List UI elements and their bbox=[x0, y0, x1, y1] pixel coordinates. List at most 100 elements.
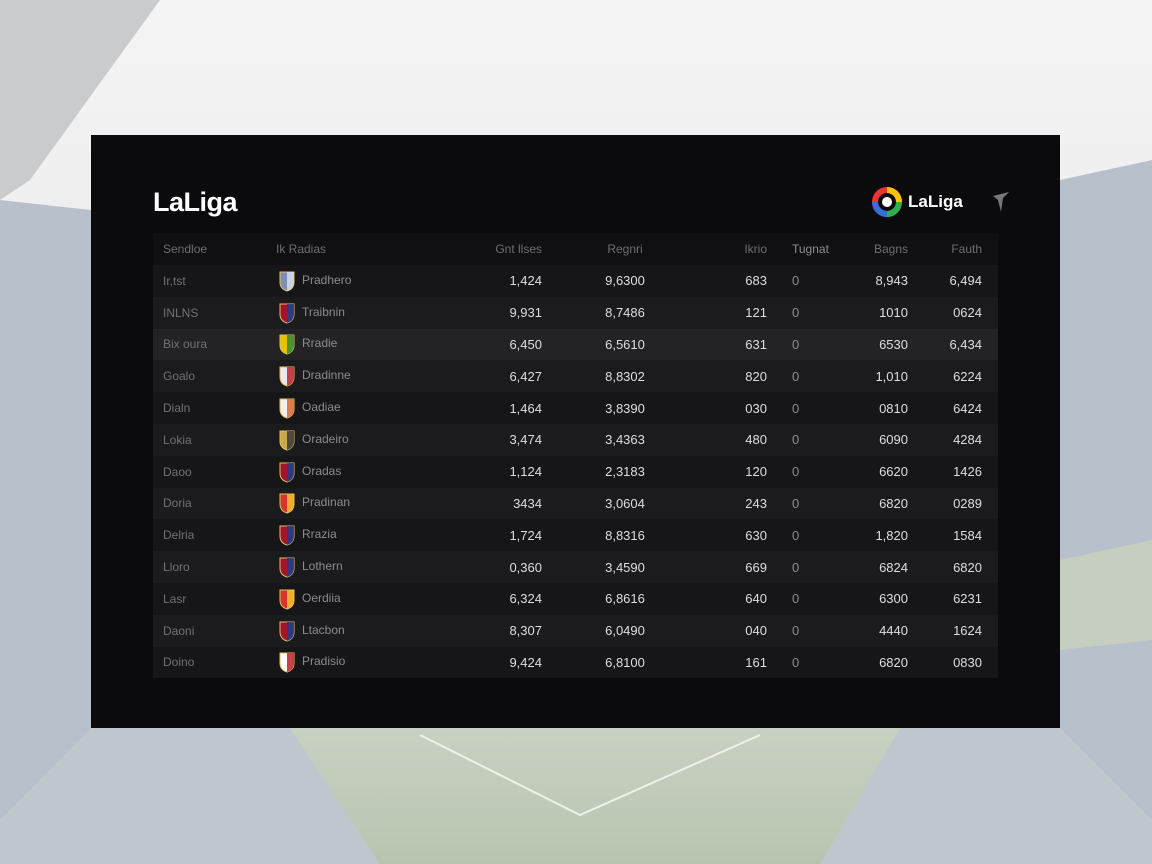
table-row[interactable]: Daoo Oradas 1,124 2,3183 120 0 6620 1426 bbox=[153, 455, 998, 488]
cell: Goalo bbox=[153, 360, 275, 392]
cell-text: Delria bbox=[163, 528, 195, 543]
cell-text: 0289 bbox=[953, 495, 982, 511]
cell-text: 1,010 bbox=[875, 368, 908, 384]
cell-text: 480 bbox=[745, 432, 767, 448]
cell-text: 8,8316 bbox=[605, 527, 645, 543]
cell-text: Oradeiro bbox=[302, 432, 349, 447]
table-row[interactable]: INLNS Traibnin 9,931 8,7486 121 0 1010 0624 bbox=[153, 296, 998, 329]
cell-text: 9,931 bbox=[509, 305, 542, 321]
standings-panel: LaLiga LaLiga Sendloe Ik Radias Gnt llses R… bbox=[91, 135, 1060, 728]
table-row[interactable]: Doria Pradinan 3434 3,0604 243 0 6820 0289 bbox=[153, 487, 998, 520]
table-row[interactable]: Lloro Lothern 0,360 3,4590 669 0 6824 6820 bbox=[153, 551, 998, 583]
cell-text: 030 bbox=[745, 400, 767, 416]
cell-text: 1624 bbox=[953, 623, 982, 639]
cell-text: Oerdiia bbox=[302, 591, 341, 606]
cell: 0830 bbox=[915, 647, 998, 679]
column-header: Fauth bbox=[915, 233, 998, 265]
cell-text: 0 bbox=[792, 623, 800, 639]
cell-text: 1,724 bbox=[509, 527, 542, 543]
cell: 8,307 bbox=[470, 615, 550, 647]
cell-text: 2,3183 bbox=[605, 464, 645, 480]
cell: 0 bbox=[775, 551, 840, 583]
cell: 6,8100 bbox=[550, 647, 700, 679]
table-row[interactable]: Delria Rrazia 1,724 8,8316 630 0 1,820 1584 bbox=[153, 519, 998, 552]
cell-text: 0624 bbox=[953, 305, 982, 321]
cell-text: 0 bbox=[792, 559, 800, 575]
cell: 6300 bbox=[840, 583, 915, 615]
cell: 9,424 bbox=[470, 647, 550, 679]
cell-text: 6,450 bbox=[509, 336, 542, 352]
cell-text: 1,424 bbox=[509, 273, 542, 289]
cell-text: 120 bbox=[745, 464, 767, 480]
cell-text: Traibnin bbox=[302, 304, 345, 319]
cell-text: 6,8616 bbox=[605, 591, 645, 607]
cell-text: 4440 bbox=[879, 623, 908, 639]
cell: Doino bbox=[153, 647, 275, 679]
cell: 0 bbox=[775, 297, 840, 329]
table-row[interactable]: Doino Pradisio 9,424 6,8100 161 0 6820 0830 bbox=[153, 646, 998, 679]
team-crest bbox=[279, 493, 295, 514]
cell-text: 1426 bbox=[953, 464, 982, 480]
cell-text: 6620 bbox=[879, 464, 908, 480]
cell: 0289 bbox=[915, 488, 998, 520]
table-row[interactable]: Lasr Oerdiia 6,324 6,8616 640 0 6300 6231 bbox=[153, 582, 998, 615]
cell: Ltacbon bbox=[275, 615, 470, 647]
menu-icon[interactable] bbox=[989, 188, 1013, 216]
cell: 040 bbox=[700, 615, 775, 647]
cell-text: 0 bbox=[792, 654, 800, 670]
cell-text: 6820 bbox=[879, 654, 908, 670]
cell: 2,3183 bbox=[550, 456, 700, 488]
cell-text: Ir,tst bbox=[163, 273, 186, 288]
cell: 0 bbox=[775, 265, 840, 297]
table-row[interactable]: Bix oura Rradie 6,450 6,5610 631 0 6530 6,434 bbox=[153, 328, 998, 361]
cell: 0 bbox=[775, 615, 840, 647]
cell-text: 1,820 bbox=[875, 527, 908, 543]
table-row[interactable]: Lokia Oradeiro 3,474 3,4363 480 0 6090 4284 bbox=[153, 423, 998, 456]
cell: 6,8616 bbox=[550, 583, 700, 615]
cell: Lothern bbox=[275, 551, 470, 583]
cell: 9,6300 bbox=[550, 265, 700, 297]
cell-text: 3,4590 bbox=[605, 559, 645, 575]
cell: Oradas bbox=[275, 456, 470, 488]
cell-text: 8,7486 bbox=[605, 305, 645, 321]
brand-logo: LaLiga bbox=[872, 187, 1013, 217]
table-row[interactable]: Dialn Oadiae 1,464 3,8390 030 0 0810 6424 bbox=[153, 392, 998, 424]
cell-text: 9,424 bbox=[509, 654, 542, 670]
cell: 1,724 bbox=[470, 519, 550, 551]
cell: 631 bbox=[700, 329, 775, 361]
cell-text: 6090 bbox=[879, 432, 908, 448]
cell-text: 9,6300 bbox=[605, 273, 645, 289]
cell-text: 630 bbox=[745, 527, 767, 543]
cell: Traibnin bbox=[275, 297, 470, 329]
cell: 0 bbox=[775, 424, 840, 456]
cell: Lokia bbox=[153, 424, 275, 456]
cell-text: 6,5610 bbox=[605, 336, 645, 352]
cell: 820 bbox=[700, 360, 775, 392]
cell: Doria bbox=[153, 488, 275, 520]
cell: 1,424 bbox=[470, 265, 550, 297]
cell: 0624 bbox=[915, 297, 998, 329]
cell-text: 3,4363 bbox=[605, 432, 645, 448]
cell: Rrazia bbox=[275, 519, 470, 551]
cell: 1426 bbox=[915, 456, 998, 488]
cell: 1,464 bbox=[470, 392, 550, 424]
cell: 243 bbox=[700, 488, 775, 520]
cell-text: Lasr bbox=[163, 591, 187, 606]
cell-text: Rradie bbox=[302, 336, 338, 351]
table-row[interactable]: Ir,tst Pradhero 1,424 9,6300 683 0 8,943 6,494 bbox=[153, 265, 998, 297]
cell: Pradisio bbox=[275, 647, 470, 679]
table-row[interactable]: Goalo Dradinne 6,427 8,8302 820 0 1,010 6224 bbox=[153, 360, 998, 393]
cell: 3,4590 bbox=[550, 551, 700, 583]
cell-text: 3,0604 bbox=[605, 495, 645, 511]
cell-text: 640 bbox=[745, 591, 767, 607]
brand-icon bbox=[872, 187, 902, 217]
team-crest bbox=[279, 366, 295, 387]
cell-text: Bix oura bbox=[163, 337, 208, 352]
table-row[interactable]: Daoni Ltacbon 8,307 6,0490 040 0 4440 1624 bbox=[153, 614, 998, 647]
cell: 6,0490 bbox=[550, 615, 700, 647]
team-crest bbox=[279, 525, 295, 546]
cell: 683 bbox=[700, 265, 775, 297]
column-header: Bagns bbox=[840, 233, 915, 265]
cell-text: 8,307 bbox=[509, 623, 542, 639]
cell-text: 669 bbox=[745, 559, 767, 575]
